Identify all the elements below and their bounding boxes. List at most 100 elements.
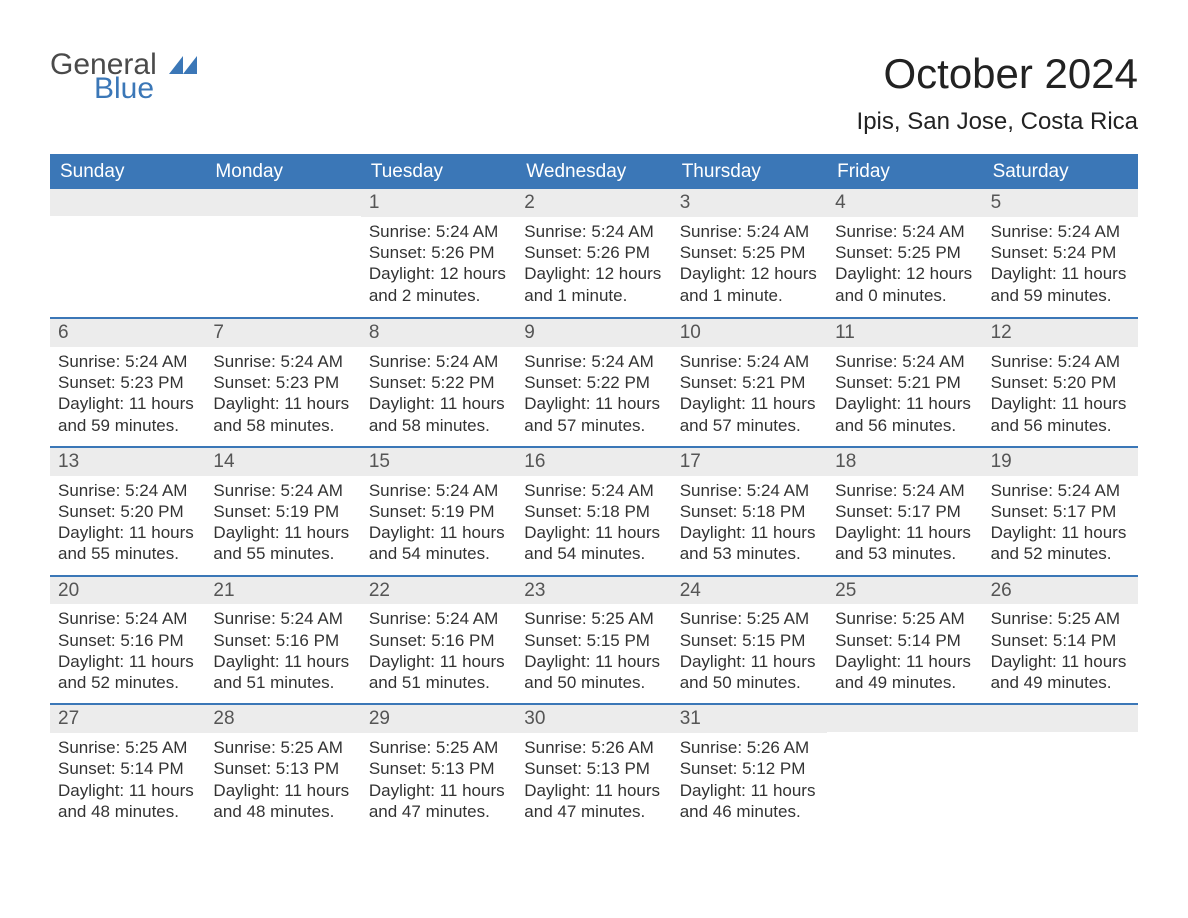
sunset-text: Sunset: 5:18 PM <box>524 501 663 522</box>
daylight-text: Daylight: 11 hours and 57 minutes. <box>680 393 819 436</box>
daylight-text: Daylight: 11 hours and 53 minutes. <box>680 522 819 565</box>
sunrise-text: Sunrise: 5:25 AM <box>369 737 508 758</box>
calendar-day: 19Sunrise: 5:24 AMSunset: 5:17 PMDayligh… <box>983 448 1138 575</box>
calendar-day <box>827 705 982 832</box>
day-number: 29 <box>361 705 516 733</box>
sunset-text: Sunset: 5:20 PM <box>58 501 197 522</box>
calendar-day: 15Sunrise: 5:24 AMSunset: 5:19 PMDayligh… <box>361 448 516 575</box>
sunset-text: Sunset: 5:15 PM <box>680 630 819 651</box>
sunset-text: Sunset: 5:23 PM <box>213 372 352 393</box>
daylight-text: Daylight: 11 hours and 58 minutes. <box>369 393 508 436</box>
sunrise-text: Sunrise: 5:24 AM <box>680 221 819 242</box>
daylight-text: Daylight: 11 hours and 51 minutes. <box>369 651 508 694</box>
day-body: Sunrise: 5:25 AMSunset: 5:14 PMDaylight:… <box>827 604 982 703</box>
dow-tuesday: Tuesday <box>361 155 516 189</box>
daylight-text: Daylight: 11 hours and 56 minutes. <box>991 393 1130 436</box>
day-number: 11 <box>827 319 982 347</box>
day-number: 1 <box>361 189 516 217</box>
day-body: Sunrise: 5:24 AMSunset: 5:25 PMDaylight:… <box>827 217 982 316</box>
sunset-text: Sunset: 5:15 PM <box>524 630 663 651</box>
dow-friday: Friday <box>827 155 982 189</box>
sunrise-text: Sunrise: 5:24 AM <box>58 608 197 629</box>
sunrise-text: Sunrise: 5:24 AM <box>369 608 508 629</box>
daylight-text: Daylight: 11 hours and 48 minutes. <box>58 780 197 823</box>
calendar-day: 28Sunrise: 5:25 AMSunset: 5:13 PMDayligh… <box>205 705 360 832</box>
dow-thursday: Thursday <box>672 155 827 189</box>
day-number: 5 <box>983 189 1138 217</box>
calendar-day: 8Sunrise: 5:24 AMSunset: 5:22 PMDaylight… <box>361 319 516 446</box>
sunrise-text: Sunrise: 5:24 AM <box>835 480 974 501</box>
day-number <box>827 705 982 732</box>
sunset-text: Sunset: 5:16 PM <box>58 630 197 651</box>
day-number: 17 <box>672 448 827 476</box>
day-number: 24 <box>672 577 827 605</box>
sunset-text: Sunset: 5:16 PM <box>213 630 352 651</box>
calendar-day: 25Sunrise: 5:25 AMSunset: 5:14 PMDayligh… <box>827 577 982 704</box>
calendar-day: 14Sunrise: 5:24 AMSunset: 5:19 PMDayligh… <box>205 448 360 575</box>
day-body: Sunrise: 5:24 AMSunset: 5:26 PMDaylight:… <box>361 217 516 316</box>
calendar-day: 27Sunrise: 5:25 AMSunset: 5:14 PMDayligh… <box>50 705 205 832</box>
sunrise-text: Sunrise: 5:24 AM <box>369 221 508 242</box>
logo-mark-icon <box>169 50 197 68</box>
sunset-text: Sunset: 5:22 PM <box>524 372 663 393</box>
day-body: Sunrise: 5:24 AMSunset: 5:18 PMDaylight:… <box>516 476 671 575</box>
day-number: 28 <box>205 705 360 733</box>
calendar-week: 6Sunrise: 5:24 AMSunset: 5:23 PMDaylight… <box>50 317 1138 446</box>
daylight-text: Daylight: 11 hours and 52 minutes. <box>991 522 1130 565</box>
day-body: Sunrise: 5:24 AMSunset: 5:26 PMDaylight:… <box>516 217 671 316</box>
day-body: Sunrise: 5:24 AMSunset: 5:16 PMDaylight:… <box>361 604 516 703</box>
dow-wednesday: Wednesday <box>516 155 671 189</box>
calendar-day: 24Sunrise: 5:25 AMSunset: 5:15 PMDayligh… <box>672 577 827 704</box>
day-number: 21 <box>205 577 360 605</box>
day-number: 15 <box>361 448 516 476</box>
sunrise-text: Sunrise: 5:25 AM <box>680 608 819 629</box>
daylight-text: Daylight: 11 hours and 50 minutes. <box>524 651 663 694</box>
calendar-day: 17Sunrise: 5:24 AMSunset: 5:18 PMDayligh… <box>672 448 827 575</box>
calendar-day: 12Sunrise: 5:24 AMSunset: 5:20 PMDayligh… <box>983 319 1138 446</box>
calendar-day <box>50 189 205 317</box>
sunrise-text: Sunrise: 5:24 AM <box>213 608 352 629</box>
logo: General Blue <box>50 50 197 104</box>
daylight-text: Daylight: 11 hours and 58 minutes. <box>213 393 352 436</box>
calendar-day: 3Sunrise: 5:24 AMSunset: 5:25 PMDaylight… <box>672 189 827 317</box>
calendar-day: 31Sunrise: 5:26 AMSunset: 5:12 PMDayligh… <box>672 705 827 832</box>
day-body: Sunrise: 5:25 AMSunset: 5:15 PMDaylight:… <box>516 604 671 703</box>
calendar-day: 29Sunrise: 5:25 AMSunset: 5:13 PMDayligh… <box>361 705 516 832</box>
day-number: 9 <box>516 319 671 347</box>
calendar: Sunday Monday Tuesday Wednesday Thursday… <box>50 154 1138 832</box>
day-number: 12 <box>983 319 1138 347</box>
calendar-day: 20Sunrise: 5:24 AMSunset: 5:16 PMDayligh… <box>50 577 205 704</box>
sunset-text: Sunset: 5:17 PM <box>991 501 1130 522</box>
day-number <box>50 189 205 216</box>
day-body: Sunrise: 5:24 AMSunset: 5:23 PMDaylight:… <box>50 347 205 446</box>
calendar-day: 5Sunrise: 5:24 AMSunset: 5:24 PMDaylight… <box>983 189 1138 317</box>
day-number <box>983 705 1138 732</box>
day-body: Sunrise: 5:24 AMSunset: 5:19 PMDaylight:… <box>205 476 360 575</box>
sunrise-text: Sunrise: 5:24 AM <box>524 351 663 372</box>
sunrise-text: Sunrise: 5:25 AM <box>835 608 974 629</box>
daylight-text: Daylight: 11 hours and 55 minutes. <box>213 522 352 565</box>
calendar-day <box>205 189 360 317</box>
day-number: 22 <box>361 577 516 605</box>
dow-sunday: Sunday <box>50 155 205 189</box>
sunset-text: Sunset: 5:14 PM <box>58 758 197 779</box>
day-number: 2 <box>516 189 671 217</box>
day-body: Sunrise: 5:26 AMSunset: 5:13 PMDaylight:… <box>516 733 671 832</box>
daylight-text: Daylight: 11 hours and 53 minutes. <box>835 522 974 565</box>
day-number: 3 <box>672 189 827 217</box>
sunset-text: Sunset: 5:19 PM <box>369 501 508 522</box>
sunrise-text: Sunrise: 5:25 AM <box>524 608 663 629</box>
day-number: 7 <box>205 319 360 347</box>
calendar-day: 6Sunrise: 5:24 AMSunset: 5:23 PMDaylight… <box>50 319 205 446</box>
sunrise-text: Sunrise: 5:24 AM <box>58 480 197 501</box>
sunrise-text: Sunrise: 5:24 AM <box>835 221 974 242</box>
days-of-week-header: Sunday Monday Tuesday Wednesday Thursday… <box>50 154 1138 189</box>
sunrise-text: Sunrise: 5:25 AM <box>58 737 197 758</box>
calendar-day: 10Sunrise: 5:24 AMSunset: 5:21 PMDayligh… <box>672 319 827 446</box>
day-body: Sunrise: 5:25 AMSunset: 5:14 PMDaylight:… <box>983 604 1138 703</box>
day-number: 23 <box>516 577 671 605</box>
day-body: Sunrise: 5:24 AMSunset: 5:22 PMDaylight:… <box>516 347 671 446</box>
daylight-text: Daylight: 12 hours and 0 minutes. <box>835 263 974 306</box>
day-body: Sunrise: 5:24 AMSunset: 5:16 PMDaylight:… <box>205 604 360 703</box>
day-number: 30 <box>516 705 671 733</box>
